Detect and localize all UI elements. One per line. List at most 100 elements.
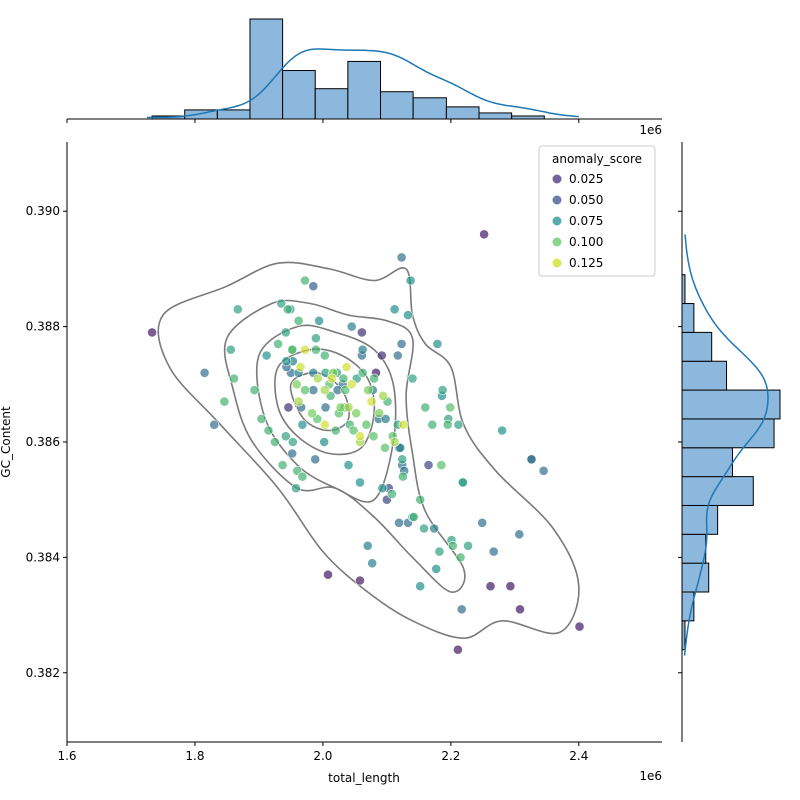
right-histogram-bar bbox=[681, 418, 775, 449]
scatter-point bbox=[397, 471, 408, 482]
scatter-point bbox=[346, 321, 357, 332]
y-axis-ticks: 0.382 0.384 0.386 0.388 0.390 bbox=[26, 204, 67, 680]
scatter-point bbox=[340, 385, 351, 395]
right-kde-curve bbox=[683, 234, 769, 656]
right-histogram-bar bbox=[681, 331, 713, 362]
scatter-point bbox=[346, 379, 357, 390]
scatter-point bbox=[326, 373, 337, 384]
scatter-point bbox=[420, 402, 431, 413]
legend-label: 0.050 bbox=[569, 193, 603, 207]
scatter-point bbox=[280, 431, 291, 442]
legend-label: 0.125 bbox=[569, 256, 603, 270]
legend-label: 0.100 bbox=[569, 235, 603, 249]
scatter-points bbox=[147, 229, 585, 655]
scatter-point bbox=[343, 402, 354, 413]
scatter-point bbox=[232, 304, 243, 315]
scatter-point bbox=[307, 408, 317, 419]
scatter-point bbox=[320, 402, 331, 413]
top-marginal-histogram: 1e6 bbox=[66, 18, 662, 137]
scatter-point bbox=[398, 419, 409, 430]
scatter-point bbox=[376, 350, 387, 361]
x-offset-label: 1e6 bbox=[639, 769, 662, 783]
scatter-point bbox=[415, 494, 426, 505]
scatter-point bbox=[477, 517, 488, 528]
scatter-point bbox=[319, 419, 330, 430]
scatter-point bbox=[432, 338, 443, 349]
legend-marker bbox=[552, 237, 562, 247]
scatter-point bbox=[369, 373, 379, 384]
scatter-point bbox=[367, 558, 378, 569]
scatter-point bbox=[291, 483, 301, 494]
scatter-point bbox=[378, 390, 388, 401]
scatter-point bbox=[396, 252, 407, 263]
scatter-point bbox=[308, 281, 319, 292]
right-histogram-bar bbox=[681, 447, 733, 478]
x-axis-label: total_length bbox=[328, 771, 400, 785]
legend-marker bbox=[552, 195, 562, 205]
scatter-point bbox=[277, 460, 288, 470]
y-axis-label: GC_Content bbox=[0, 406, 13, 478]
scatter-point bbox=[314, 315, 324, 326]
scatter-point bbox=[380, 442, 390, 453]
scatter-point bbox=[429, 523, 440, 534]
x-tick-label: 2.0 bbox=[313, 749, 332, 763]
scatter-point bbox=[348, 425, 359, 436]
scatter-point bbox=[355, 431, 365, 442]
scatter-point bbox=[280, 327, 291, 338]
scatter-point bbox=[269, 437, 280, 447]
scatter-point bbox=[394, 517, 404, 528]
scatter-point bbox=[355, 575, 365, 586]
right-histogram-bar bbox=[681, 562, 710, 593]
top-histogram-bar bbox=[379, 91, 414, 120]
scatter-point bbox=[287, 448, 298, 459]
scatter-point bbox=[263, 425, 274, 436]
x-tick-label: 1.6 bbox=[57, 749, 76, 763]
scatter-point bbox=[300, 344, 310, 355]
legend-label: 0.025 bbox=[569, 172, 603, 186]
top-histogram-bar bbox=[347, 60, 381, 120]
scatter-point bbox=[357, 367, 368, 378]
scatter-point bbox=[389, 437, 400, 447]
scatter-point bbox=[497, 425, 507, 436]
top-marginal-ticks bbox=[66, 119, 580, 123]
scatter-point bbox=[319, 385, 330, 395]
y-tick-label: 0.388 bbox=[26, 320, 60, 334]
right-histogram-bar bbox=[681, 303, 695, 333]
x-tick-label: 2.2 bbox=[441, 749, 460, 763]
scatter-point bbox=[351, 408, 362, 419]
scatter-point bbox=[389, 304, 400, 315]
scatter-point bbox=[407, 373, 418, 384]
x-axis-ticks: 1.6 1.8 2.0 2.2 2.4 bbox=[57, 742, 588, 763]
scatter-point bbox=[283, 402, 294, 413]
right-histogram-bar bbox=[681, 533, 707, 564]
kde-contour-line bbox=[223, 299, 466, 593]
scatter-point bbox=[427, 419, 438, 430]
top-histogram-bar bbox=[412, 97, 447, 120]
scatter-point bbox=[287, 437, 298, 447]
right-histogram-bar bbox=[681, 360, 728, 391]
scatter-point bbox=[431, 564, 442, 574]
top-histogram-bar bbox=[445, 106, 480, 120]
scatter-point bbox=[225, 344, 236, 355]
scatter-point bbox=[310, 333, 321, 344]
scatter-point bbox=[455, 552, 466, 563]
x-tick-label: 2.4 bbox=[569, 749, 588, 763]
y-tick-label: 0.386 bbox=[26, 435, 60, 449]
scatter-point bbox=[387, 488, 397, 499]
scatter-point bbox=[282, 304, 293, 315]
scatter-point bbox=[368, 431, 379, 442]
kde-contour-line bbox=[274, 348, 376, 456]
right-histogram-bar bbox=[681, 389, 781, 420]
scatter-point bbox=[442, 419, 453, 430]
scatter-point bbox=[434, 546, 445, 557]
scatter-point bbox=[403, 310, 413, 320]
scatter-point bbox=[363, 385, 374, 395]
legend-marker bbox=[552, 258, 562, 268]
scatter-point bbox=[343, 460, 354, 470]
top-histogram-bar bbox=[249, 18, 284, 120]
scatter-point bbox=[291, 379, 302, 390]
scatter-point bbox=[458, 477, 468, 488]
scatter-point bbox=[297, 471, 308, 482]
scatter-point bbox=[505, 581, 516, 592]
